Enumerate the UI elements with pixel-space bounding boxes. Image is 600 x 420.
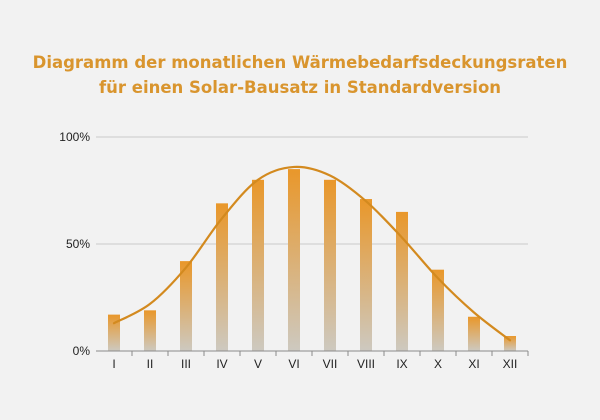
y-tick-label: 100% — [59, 130, 90, 144]
bar — [432, 269, 444, 351]
bar — [108, 314, 120, 351]
chart-title: Diagramm der monatlichen Wärmebedarfsdec… — [0, 50, 600, 100]
bar — [324, 179, 336, 351]
x-tick-label: VIII — [357, 357, 375, 371]
bar — [180, 261, 192, 351]
bars — [108, 169, 516, 351]
y-tick-label: 0% — [73, 344, 91, 358]
chart-title-line-1: Diagramm der monatlichen Wärmebedarfsdec… — [32, 53, 568, 72]
x-tick-label: V — [254, 357, 262, 371]
axes: 0%50%100%I II III IV V VI VII VIII IX X XI XII — [59, 130, 529, 371]
x-tick-label: IX — [396, 357, 407, 371]
bar — [288, 169, 300, 351]
y-tick-label: 50% — [66, 237, 90, 251]
bar — [504, 336, 516, 351]
bar — [252, 179, 264, 351]
bar — [360, 199, 372, 351]
bar — [468, 316, 480, 351]
x-tick-label: XII — [503, 357, 518, 371]
x-tick-label: VII — [323, 357, 338, 371]
x-tick-label: IV — [216, 357, 227, 371]
x-tick-label: II — [147, 357, 154, 371]
trend-curve — [112, 165, 512, 342]
x-tick-label: III — [181, 357, 191, 371]
bar — [216, 203, 228, 351]
x-tick-label: VI — [288, 357, 299, 371]
bar — [144, 310, 156, 351]
trend-line — [112, 165, 512, 342]
chart-title-line-2: für einen Solar-Bausatz in Standardversi… — [98, 78, 502, 97]
x-tick-label: I — [112, 357, 115, 371]
gridlines — [96, 136, 528, 245]
x-tick-label: XI — [468, 357, 479, 371]
x-tick-label: X — [434, 357, 442, 371]
bar — [396, 211, 408, 351]
